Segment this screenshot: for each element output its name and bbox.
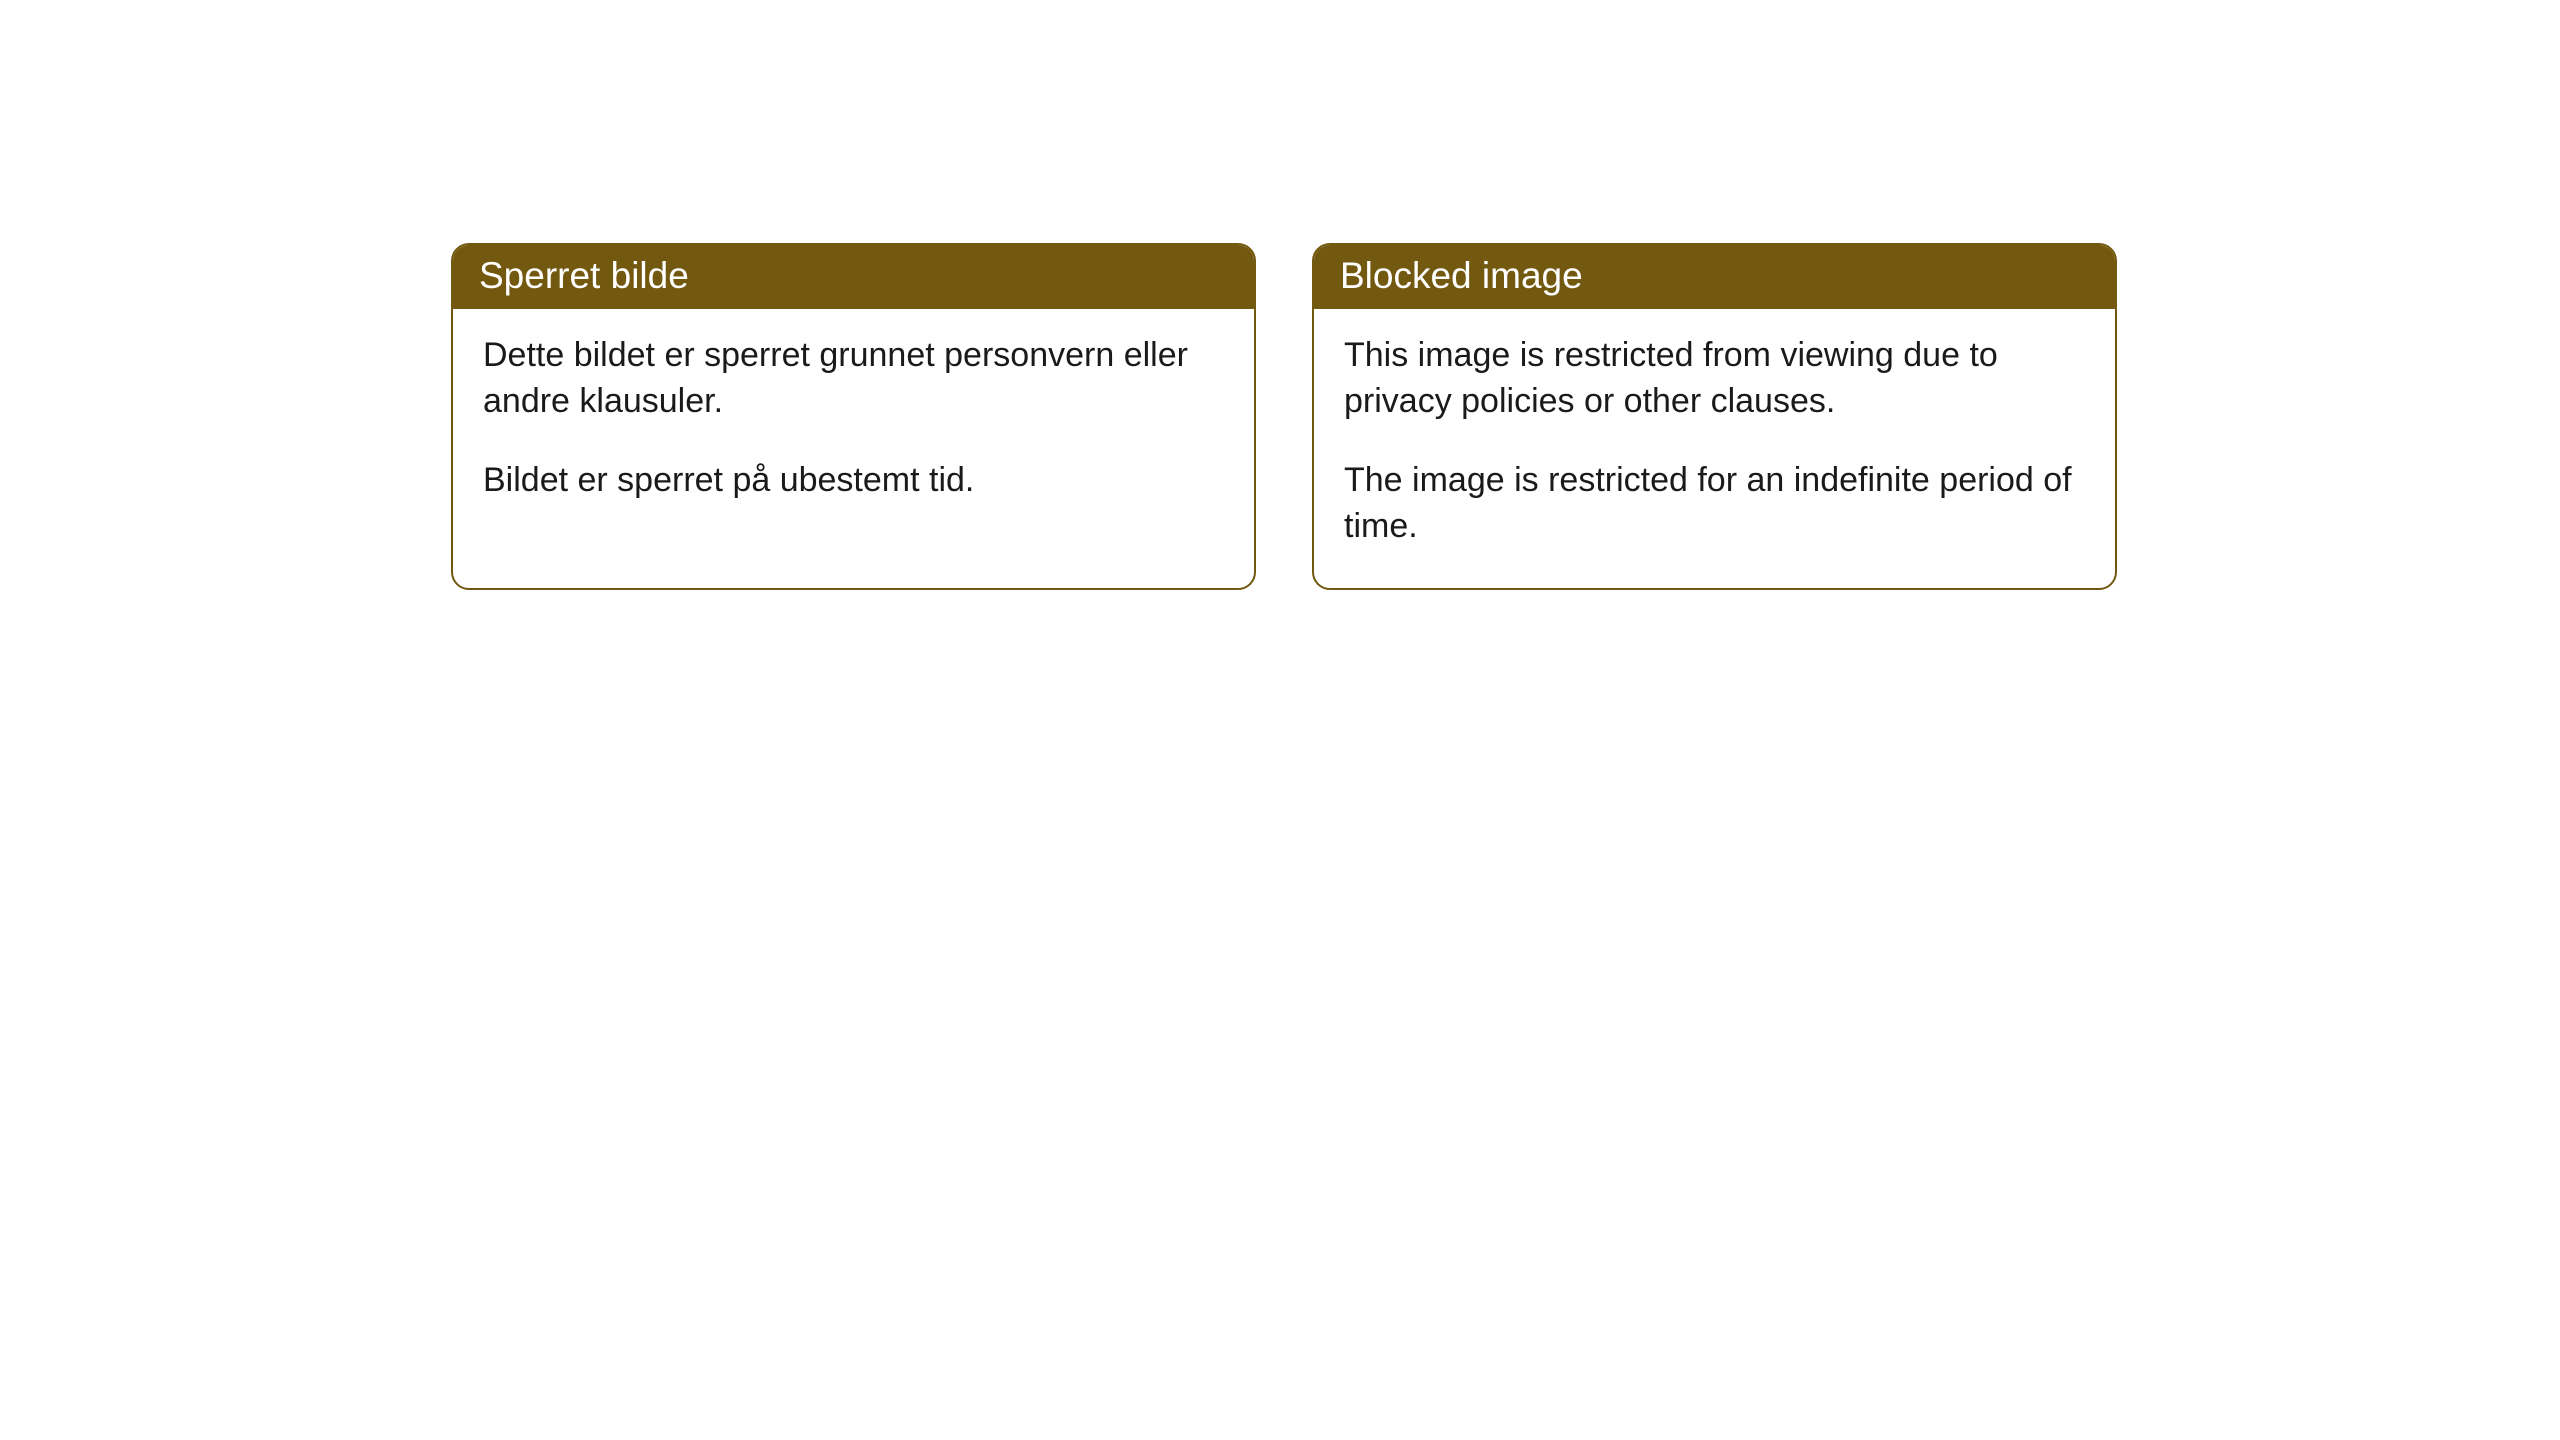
blocked-image-card-norwegian: Sperret bilde Dette bildet er sperret gr… [451, 243, 1256, 590]
card-paragraph1-norwegian: Dette bildet er sperret grunnet personve… [483, 333, 1224, 425]
card-paragraph2-english: The image is restricted for an indefinit… [1344, 458, 2085, 550]
card-header-norwegian: Sperret bilde [453, 245, 1254, 309]
card-paragraph2-norwegian: Bildet er sperret på ubestemt tid. [483, 458, 1224, 504]
card-body-norwegian: Dette bildet er sperret grunnet personve… [453, 309, 1254, 543]
card-body-english: This image is restricted from viewing du… [1314, 309, 2115, 589]
card-paragraph1-english: This image is restricted from viewing du… [1344, 333, 2085, 425]
card-header-english: Blocked image [1314, 245, 2115, 309]
card-title-english: Blocked image [1340, 255, 1583, 296]
card-title-norwegian: Sperret bilde [479, 255, 689, 296]
notice-cards-container: Sperret bilde Dette bildet er sperret gr… [451, 243, 2117, 590]
blocked-image-card-english: Blocked image This image is restricted f… [1312, 243, 2117, 590]
